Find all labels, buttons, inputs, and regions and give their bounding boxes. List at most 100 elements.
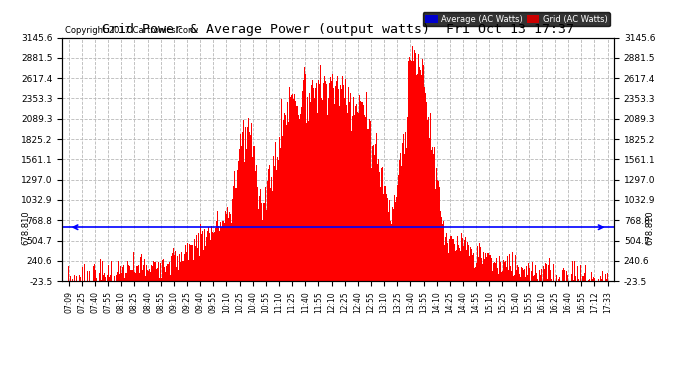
Bar — [351, 131, 352, 281]
Bar — [524, 269, 525, 281]
Bar — [396, 196, 397, 281]
Bar — [363, 105, 364, 281]
Bar — [313, 88, 314, 281]
Bar — [335, 86, 336, 281]
Bar — [343, 100, 344, 281]
Bar — [578, 279, 579, 281]
Bar — [417, 67, 418, 281]
Bar — [356, 104, 357, 281]
Bar — [504, 265, 505, 281]
Bar — [160, 263, 161, 281]
Bar — [493, 263, 494, 281]
Bar — [222, 221, 223, 281]
Bar — [202, 231, 203, 281]
Bar — [128, 265, 129, 281]
Bar — [482, 264, 483, 281]
Bar — [202, 237, 204, 281]
Bar — [475, 251, 476, 281]
Bar — [537, 279, 538, 281]
Bar — [214, 232, 215, 281]
Bar — [442, 216, 444, 281]
Bar — [158, 262, 159, 281]
Bar — [424, 87, 425, 281]
Bar — [150, 261, 151, 281]
Bar — [177, 244, 178, 281]
Bar — [152, 259, 153, 281]
Bar — [499, 266, 500, 281]
Bar — [119, 270, 120, 281]
Bar — [469, 256, 470, 281]
Bar — [230, 214, 231, 281]
Bar — [595, 270, 596, 281]
Bar — [444, 243, 445, 281]
Bar — [445, 237, 446, 281]
Bar — [412, 46, 413, 281]
Bar — [330, 77, 331, 281]
Bar — [531, 271, 532, 281]
Bar — [297, 83, 298, 281]
Bar — [149, 269, 150, 281]
Bar — [205, 246, 206, 281]
Bar — [559, 266, 560, 281]
Bar — [502, 272, 503, 281]
Bar — [519, 273, 520, 281]
Bar — [497, 267, 498, 281]
Bar — [312, 80, 313, 281]
Bar — [505, 261, 506, 281]
Bar — [489, 255, 490, 281]
Bar — [373, 145, 374, 281]
Bar — [137, 266, 138, 281]
Bar — [157, 268, 158, 281]
Bar — [382, 166, 383, 281]
Bar — [333, 88, 334, 281]
Bar — [192, 237, 193, 281]
Bar — [264, 204, 265, 281]
Bar — [485, 253, 486, 281]
Bar — [316, 82, 317, 281]
Bar — [508, 270, 509, 281]
Bar — [443, 221, 444, 281]
Bar — [409, 57, 410, 281]
Bar — [256, 197, 257, 281]
Bar — [427, 120, 428, 281]
Bar — [235, 178, 236, 281]
Bar — [374, 155, 375, 281]
Bar — [399, 180, 400, 281]
Bar — [429, 138, 430, 281]
Bar — [154, 262, 155, 281]
Bar — [334, 104, 335, 281]
Bar — [324, 76, 325, 281]
Bar — [498, 274, 499, 281]
Bar — [147, 270, 148, 281]
Bar — [181, 264, 182, 281]
Bar — [196, 235, 197, 281]
Bar — [428, 117, 429, 281]
Bar — [261, 203, 262, 281]
Bar — [105, 276, 106, 281]
Bar — [449, 239, 450, 281]
Bar — [118, 261, 119, 281]
Bar — [234, 171, 235, 281]
Bar — [117, 262, 118, 281]
Bar — [127, 261, 128, 281]
Bar — [161, 278, 162, 281]
Bar — [109, 277, 110, 281]
Bar — [218, 226, 219, 281]
Bar — [464, 240, 465, 281]
Bar — [306, 123, 307, 281]
Bar — [355, 120, 356, 281]
Bar — [170, 275, 171, 281]
Bar — [274, 166, 275, 281]
Bar — [259, 196, 260, 281]
Bar — [411, 60, 413, 281]
Bar — [288, 122, 289, 281]
Bar — [248, 118, 249, 281]
Bar — [207, 231, 208, 281]
Bar — [425, 93, 426, 281]
Bar — [592, 279, 593, 281]
Bar — [237, 166, 238, 281]
Bar — [250, 135, 251, 281]
Bar — [534, 275, 535, 281]
Bar — [584, 273, 585, 281]
Bar — [509, 254, 510, 281]
